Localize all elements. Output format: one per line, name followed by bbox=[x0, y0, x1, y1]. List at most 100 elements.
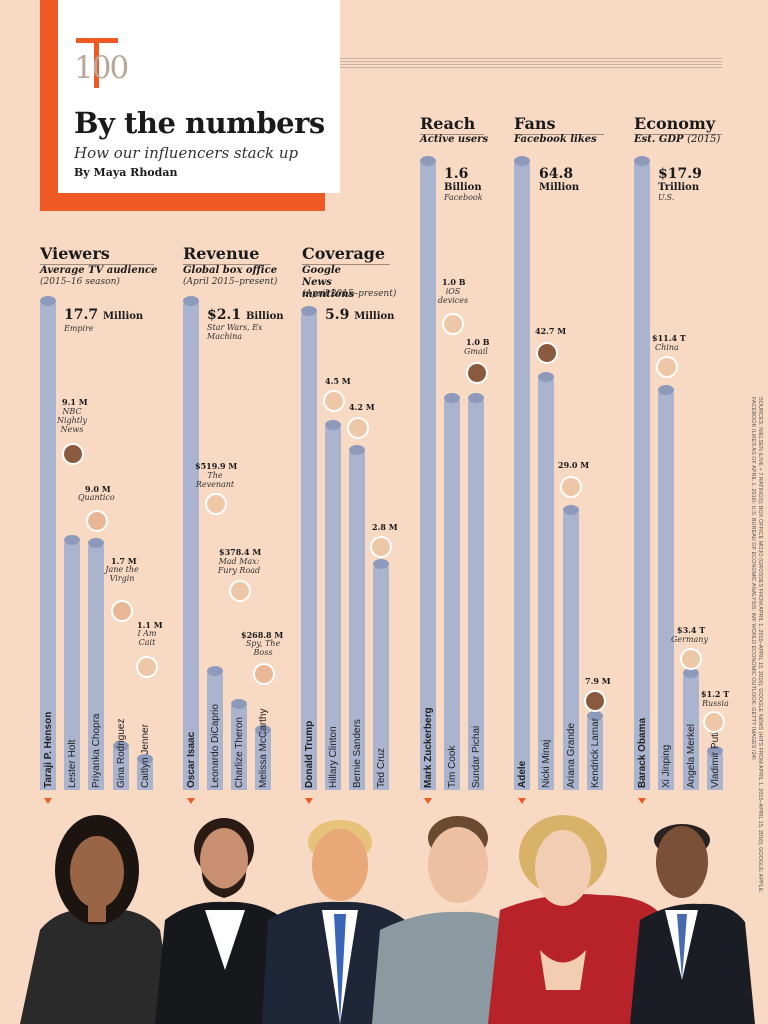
bar-cap-bernie-sanders bbox=[349, 445, 365, 455]
priyanka-chopra-avatar bbox=[86, 510, 108, 532]
xi-note: China bbox=[655, 343, 679, 352]
revenue-subtitle: Global box office bbox=[183, 265, 278, 276]
rodriguez-value: 1.7 M bbox=[111, 556, 137, 566]
bar-label-nicki-minaj: Nicki Minaj bbox=[541, 739, 552, 788]
putin-value: $1.2 T bbox=[701, 689, 730, 699]
bar-nicki-minaj bbox=[538, 374, 554, 790]
theron-value: $378.4 M bbox=[219, 547, 262, 557]
bar-mark-zuckerberg bbox=[420, 158, 436, 790]
time-100-logo: 100 bbox=[74, 34, 129, 94]
bar-cap-ariana-grande bbox=[563, 505, 579, 515]
bar-cap-xi-jinping bbox=[658, 385, 674, 395]
bar-cap-tim-cook bbox=[444, 393, 460, 403]
bar-cap-barack-obama bbox=[634, 156, 650, 166]
bar-oscar-isaac bbox=[183, 298, 199, 790]
xi-jinping-avatar bbox=[656, 356, 678, 378]
bar-cap-charlize-theron bbox=[231, 699, 247, 709]
bar-sundar-pichai bbox=[468, 395, 484, 790]
bar-label-tim-cook: Tim Cook bbox=[447, 745, 458, 788]
zuckerberg-note: Facebook bbox=[444, 193, 483, 202]
zuckerberg-unit: Billion bbox=[444, 182, 482, 193]
bar-charlize-theron bbox=[231, 701, 247, 790]
henson-note: Empire bbox=[64, 324, 94, 333]
cook-value: 1.0 B bbox=[442, 277, 466, 287]
dicaprio-value: $519.9 M bbox=[195, 461, 238, 471]
chopra-note: Quantico bbox=[78, 493, 115, 502]
obama-unit: Trillion bbox=[658, 182, 700, 193]
jenner-note: I Am Cait bbox=[137, 629, 157, 647]
bar-cap-sundar-pichai bbox=[468, 393, 484, 403]
viewers-subtitle: Average TV audience bbox=[40, 265, 158, 276]
adele-value: 64.8 bbox=[539, 166, 574, 182]
revenue-header: Revenue bbox=[183, 244, 271, 265]
obama-note: U.S. bbox=[658, 193, 675, 202]
adele-unit: Million bbox=[539, 182, 580, 193]
barack-obama-portrait bbox=[630, 824, 755, 1024]
viewers-header: Viewers bbox=[40, 244, 154, 265]
bar-cap-priyanka-chopra bbox=[88, 538, 104, 548]
logo-number: 100 bbox=[74, 50, 129, 86]
page-title: By the numbers bbox=[74, 106, 325, 140]
coverage-title: Coverage bbox=[302, 244, 386, 263]
bar-label-ted-cruz: Ted Cruz bbox=[376, 747, 387, 788]
merkel-note: Germany bbox=[671, 635, 708, 644]
angela-merkel-avatar bbox=[680, 648, 702, 670]
adele-portrait bbox=[488, 815, 665, 1024]
bar-cap-melissa-mccarthy bbox=[255, 725, 271, 735]
bar-label-kendrick-lamar: Kendrick Lamar bbox=[590, 717, 601, 788]
chopra-value: 9.0 M bbox=[85, 484, 111, 494]
bar-gina-rodriguez bbox=[113, 743, 129, 790]
bar-label-oscar-isaac: Oscar Isaac bbox=[186, 731, 197, 788]
bar-cap-hillary-clinton bbox=[325, 420, 341, 430]
caitlyn-jenner-avatar bbox=[136, 656, 158, 678]
pichai-value: 1.0 B bbox=[466, 337, 490, 347]
viewers-title: Viewers bbox=[40, 244, 110, 263]
rodriguez-note: Jane the Virgin bbox=[105, 565, 139, 583]
leader-marker-oscar-isaac bbox=[187, 798, 195, 804]
clinton-value: 4.5 M bbox=[325, 376, 351, 386]
bar-cap-caitlyn-jenner bbox=[137, 754, 153, 764]
bar-priyanka-chopra bbox=[88, 540, 104, 790]
bar-label-vladimir-putin: Vladimir Putin bbox=[710, 726, 721, 788]
bar-label-gina-rodriguez: Gina Rodriguez bbox=[116, 718, 127, 788]
decorative-rule bbox=[340, 58, 722, 70]
bar-label-lester-holt: Lester Holt bbox=[67, 739, 78, 788]
leader-marker-donald-trump bbox=[305, 798, 313, 804]
reach-title: Reach bbox=[420, 114, 476, 133]
obama-value: $17.9 bbox=[658, 166, 702, 182]
bar-lester-holt bbox=[64, 537, 80, 790]
bar-donald-trump bbox=[301, 308, 317, 790]
melissa-mccarthy-avatar bbox=[253, 663, 275, 685]
minaj-value: 42.7 M bbox=[535, 326, 567, 336]
lamar-value: 7.9 M bbox=[585, 676, 611, 686]
bar-label-caitlyn-jenner: Caitlyn Jenner bbox=[140, 724, 151, 788]
reach-header: Reach bbox=[420, 114, 484, 135]
bar-cap-donald-trump bbox=[301, 306, 317, 316]
byline: By Maya Rhodan bbox=[74, 166, 178, 179]
fans-subtitle: Facebook likes bbox=[514, 134, 597, 145]
bar-label-priyanka-chopra: Priyanka Chopra bbox=[91, 713, 102, 788]
title-card: 100 By the numbers How our influencers s… bbox=[58, 0, 340, 193]
bar-cap-kendrick-lamar bbox=[587, 711, 603, 721]
leader-marker-mark-zuckerberg bbox=[424, 798, 432, 804]
bar-label-donald-trump: Donald Trump bbox=[304, 720, 315, 788]
bar-taraji-p-henson bbox=[40, 298, 56, 790]
bar-cap-nicki-minaj bbox=[538, 372, 554, 382]
economy-title: Economy bbox=[634, 114, 716, 133]
bar-adele bbox=[514, 158, 530, 790]
bar-label-ariana-grande: Ariana Grande bbox=[566, 722, 577, 788]
bar-cap-oscar-isaac bbox=[183, 296, 199, 306]
bar-label-bernie-sanders: Bernie Sanders bbox=[352, 719, 363, 788]
putin-note: Russia bbox=[702, 699, 729, 708]
bar-vladimir-putin bbox=[707, 748, 723, 790]
tim-cook-avatar bbox=[442, 313, 464, 335]
bar-cap-vladimir-putin bbox=[707, 746, 723, 756]
bar-cap-gina-rodriguez bbox=[113, 741, 129, 751]
mccarthy-note: Spy, The Boss bbox=[245, 639, 281, 657]
henson-value: 17.7 Million bbox=[64, 307, 144, 323]
trump-value: 5.9 Million bbox=[325, 307, 395, 323]
bar-bernie-sanders bbox=[349, 447, 365, 790]
bar-label-angela-merkel: Angela Merkel bbox=[686, 724, 697, 788]
bar-melissa-mccarthy bbox=[255, 727, 271, 790]
ted-cruz-avatar bbox=[370, 536, 392, 558]
